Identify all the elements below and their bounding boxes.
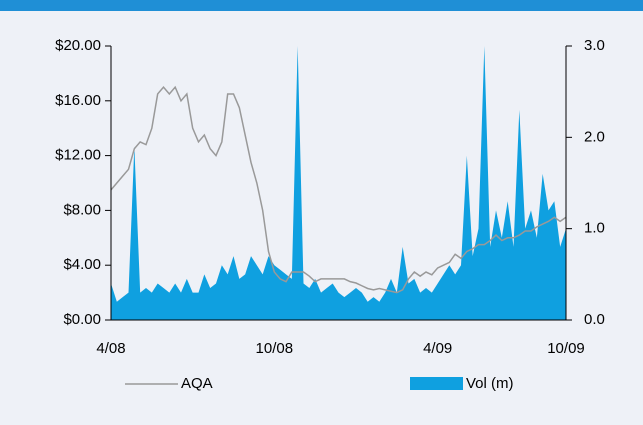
legend-swatch <box>410 377 463 390</box>
y-tick-label: $0.00 <box>63 311 101 328</box>
header-bar <box>0 0 643 11</box>
y2-tick-label: 1.0 <box>584 220 605 237</box>
legend-label: AQA <box>181 375 213 392</box>
y2-tick-label: 3.0 <box>584 37 605 54</box>
legend-label: Vol (m) <box>466 375 514 392</box>
x-tick-label: 10/09 <box>547 340 585 357</box>
y2-tick-label: 2.0 <box>584 128 605 145</box>
x-tick-label: 4/08 <box>96 340 125 357</box>
y-tick-label: $20.00 <box>55 37 101 54</box>
x-tick-label: 10/08 <box>256 340 294 357</box>
price-line <box>110 85 567 294</box>
x-tick-label: 4/09 <box>423 340 452 357</box>
y-tick-label: $4.00 <box>63 256 101 273</box>
y-tick-label: $16.00 <box>55 92 101 109</box>
y2-tick-label: 0.0 <box>584 311 605 328</box>
y-tick-label: $12.00 <box>55 147 101 164</box>
y-tick-label: $8.00 <box>63 201 101 218</box>
volume-area <box>111 46 566 320</box>
